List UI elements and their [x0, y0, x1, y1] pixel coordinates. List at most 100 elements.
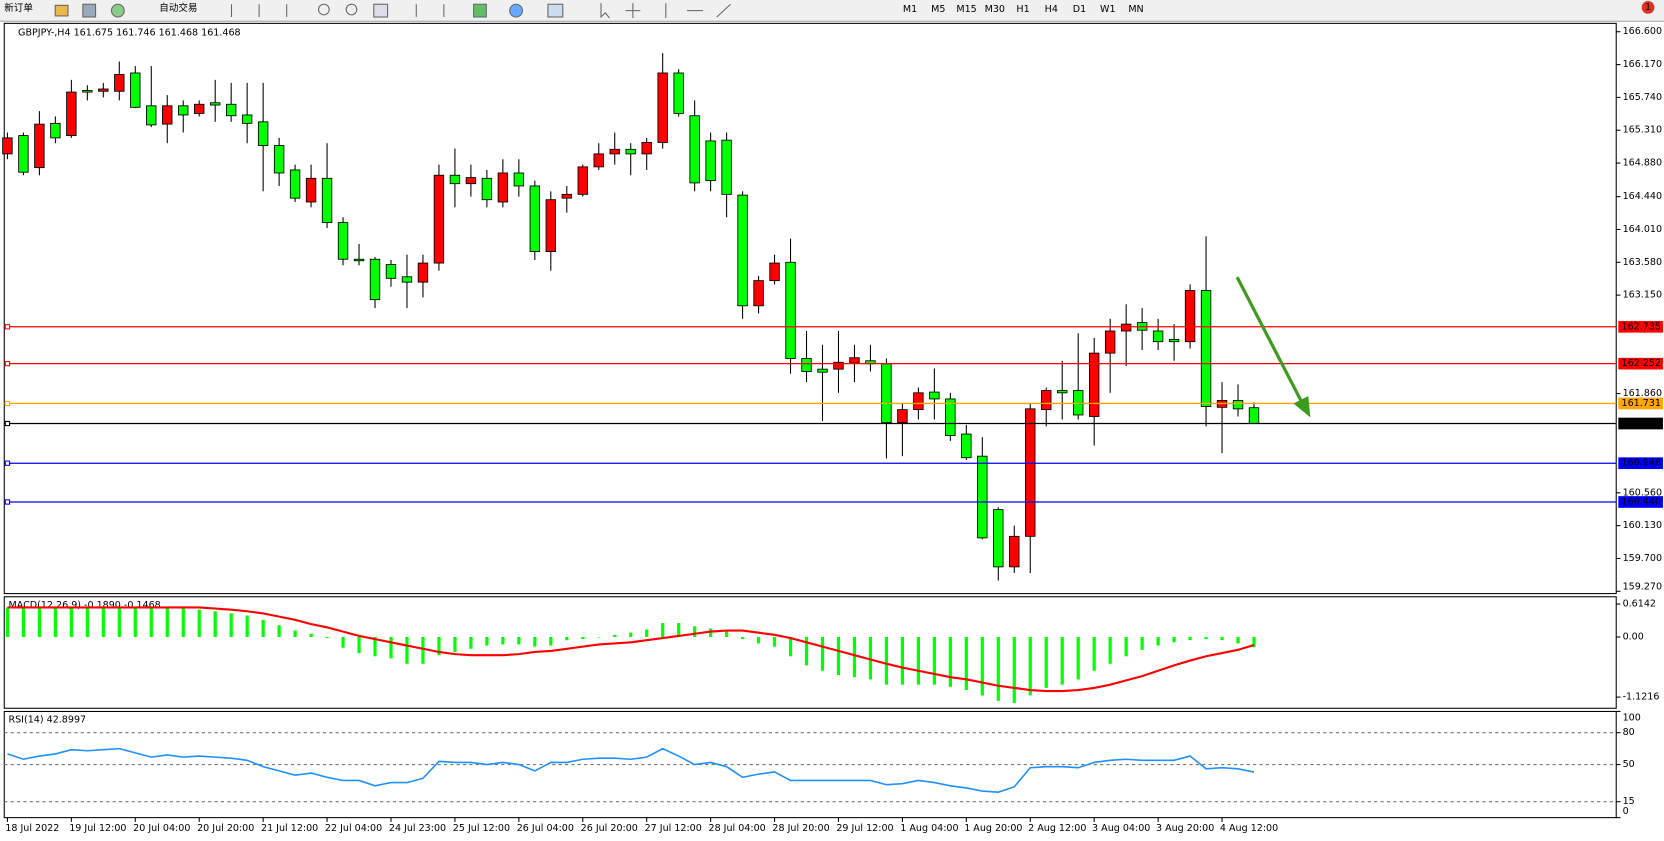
- toolbar-button[interactable]: 自动交易: [159, 2, 197, 14]
- y-tick-label: 164.010: [1623, 224, 1662, 235]
- macd-bar: [421, 636, 425, 664]
- macd-bar: [325, 636, 329, 639]
- candle-body: [34, 123, 45, 169]
- macd-bar: [149, 607, 153, 637]
- price-label: 162.252: [1622, 358, 1661, 369]
- candle-body: [305, 177, 317, 203]
- timeframe-button[interactable]: M1: [903, 4, 917, 15]
- signal-line: [7, 606, 1255, 693]
- macd-bar: [245, 615, 249, 637]
- candle-body: [513, 172, 525, 187]
- chart-title: GBPJPY-,H4 161.675 161.746 161.468 161.4…: [18, 27, 241, 38]
- y-tick-label: 161.860: [1623, 388, 1662, 399]
- y-tick-label: 163.150: [1623, 290, 1662, 301]
- macd-bar: [836, 636, 841, 676]
- candle-body: [82, 90, 93, 93]
- macd-bar: [964, 636, 968, 691]
- macd-bar: [629, 632, 633, 637]
- macd-bar: [549, 636, 553, 646]
- macd-bar: [565, 636, 569, 641]
- macd-bar: [613, 634, 617, 637]
- candle-body: [817, 368, 828, 373]
- candle-body: [146, 105, 157, 126]
- macd-bar: [293, 630, 297, 637]
- y-tick-label: 165.740: [1623, 92, 1662, 103]
- macd-bar: [788, 636, 793, 657]
- candle-body: [98, 88, 109, 92]
- candle-body: [369, 258, 381, 301]
- macd-bar: [1076, 636, 1080, 680]
- toolbar: [0, 0, 1664, 22]
- macd-bar: [677, 623, 681, 637]
- candle-body: [1120, 323, 1132, 332]
- candle-body: [593, 153, 604, 168]
- macd-bar: [820, 636, 825, 671]
- x-tick-label: 3 Aug 20:00: [1156, 823, 1214, 834]
- macd-bar: [1124, 636, 1128, 657]
- y-tick-label: 166.600: [1623, 26, 1662, 37]
- macd-bar: [133, 607, 137, 637]
- candle-body: [449, 174, 461, 185]
- panel-frame: [3, 596, 1617, 709]
- y-tick-label: 159.270: [1623, 582, 1662, 593]
- macd-bar: [980, 636, 984, 696]
- macd-bar: [1092, 636, 1096, 671]
- price-label-box: [1618, 397, 1663, 410]
- candle-body: [114, 74, 125, 92]
- x-tick-label: 18 Jul 2022: [5, 823, 59, 834]
- price-label-box: [1618, 357, 1663, 370]
- macd-bar: [1220, 636, 1224, 641]
- timeframe-button[interactable]: H1: [1016, 4, 1029, 15]
- macd-bar: [725, 631, 729, 637]
- macd-bar: [756, 636, 761, 644]
- macd-bar: [453, 636, 457, 652]
- timeframe-button[interactable]: M15: [956, 4, 976, 15]
- x-tick-label: 26 Jul 20:00: [581, 823, 638, 834]
- macd-bar: [1060, 636, 1064, 685]
- x-tick-label: 20 Jul 04:00: [133, 823, 190, 834]
- candle-body: [66, 91, 77, 136]
- y-tick-label: 0: [1623, 806, 1629, 817]
- timeframe-button[interactable]: D1: [1073, 4, 1086, 15]
- x-tick-label: 28 Jul 04:00: [709, 823, 766, 834]
- macd-bar: [69, 607, 73, 637]
- timeframe-button[interactable]: M5: [931, 4, 945, 15]
- candle-body: [657, 72, 668, 143]
- timeframe-button[interactable]: H4: [1045, 4, 1058, 15]
- macd-bar: [597, 636, 601, 638]
- macd-bar: [213, 611, 217, 637]
- candle-body: [130, 72, 141, 108]
- timeframe-button[interactable]: W1: [1100, 4, 1116, 15]
- macd-bar: [1108, 636, 1112, 664]
- macd-bar: [485, 636, 489, 646]
- macd-bar: [948, 636, 952, 687]
- candle-body: [194, 103, 205, 114]
- candle-body: [178, 105, 189, 116]
- candle-body: [1232, 400, 1244, 410]
- timeframe-button[interactable]: M30: [985, 4, 1005, 15]
- y-tick-label: 166.170: [1623, 59, 1662, 70]
- macd-bar: [1028, 636, 1032, 696]
- candle-body: [801, 358, 812, 372]
- macd-bar: [501, 636, 505, 645]
- candle-body: [289, 169, 301, 199]
- candle-body: [497, 172, 509, 203]
- indicator-title: MACD(12,26,9) -0.1890 -0.1468: [8, 600, 160, 611]
- y-tick-label: 165.310: [1623, 125, 1662, 136]
- x-tick-label: 4 Aug 12:00: [1220, 823, 1278, 834]
- y-tick-label: 100: [1623, 712, 1641, 723]
- candle-body: [1104, 330, 1116, 354]
- macd-bar: [693, 626, 697, 637]
- toolbar-button[interactable]: 新订单: [4, 2, 33, 14]
- price-label-box: [1618, 496, 1663, 508]
- macd-bar: [341, 636, 345, 648]
- timeframe-button[interactable]: MN: [1128, 4, 1143, 15]
- candle-body: [225, 103, 237, 117]
- candle-body: [977, 455, 988, 539]
- candle-body: [1072, 390, 1084, 416]
- candle-body: [929, 391, 940, 400]
- x-tick-label: 19 Jul 12:00: [69, 823, 126, 834]
- macd-bar: [357, 636, 361, 654]
- candle-body: [545, 199, 557, 253]
